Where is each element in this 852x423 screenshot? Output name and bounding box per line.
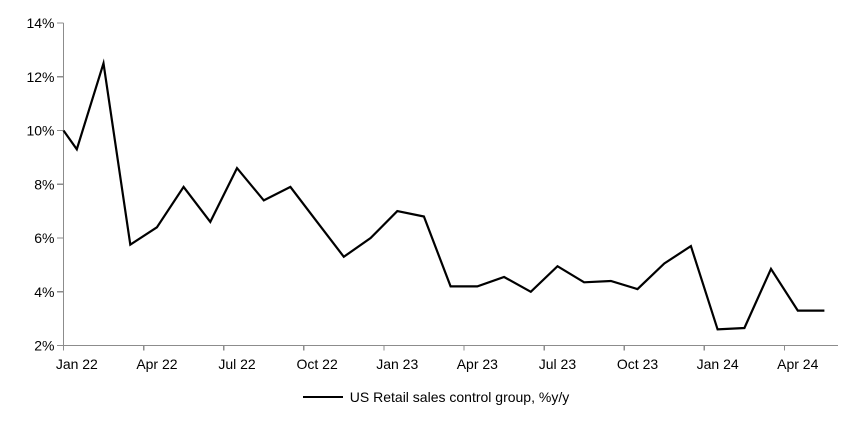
y-tick-label: 4% xyxy=(34,284,54,300)
legend-line-marker xyxy=(302,396,343,398)
x-tick-label: Jan 23 xyxy=(376,356,418,372)
y-tick-label: 6% xyxy=(34,230,54,246)
x-tick-label: Jan 22 xyxy=(56,356,98,372)
y-tick-label: 14% xyxy=(26,15,54,31)
legend: US Retail sales control group, %y/y xyxy=(10,389,852,405)
x-tick-label: Jul 22 xyxy=(218,356,256,372)
y-tick-label: 10% xyxy=(26,123,54,139)
x-tick-label: Oct 23 xyxy=(617,356,658,372)
x-tick-label: Oct 22 xyxy=(297,356,338,372)
y-tick-label: 12% xyxy=(26,69,54,85)
x-tick-label: Jul 23 xyxy=(539,356,577,372)
x-tick-label: Apr 23 xyxy=(457,356,498,372)
series-line xyxy=(62,58,825,331)
y-tick-label: 2% xyxy=(34,338,54,354)
legend-label: US Retail sales control group, %y/y xyxy=(349,389,570,405)
x-tick-label: Jan 24 xyxy=(697,356,739,372)
x-tick-label: Apr 22 xyxy=(136,356,177,372)
y-tick-label: 8% xyxy=(34,176,54,192)
x-tick-label: Apr 24 xyxy=(777,356,818,372)
